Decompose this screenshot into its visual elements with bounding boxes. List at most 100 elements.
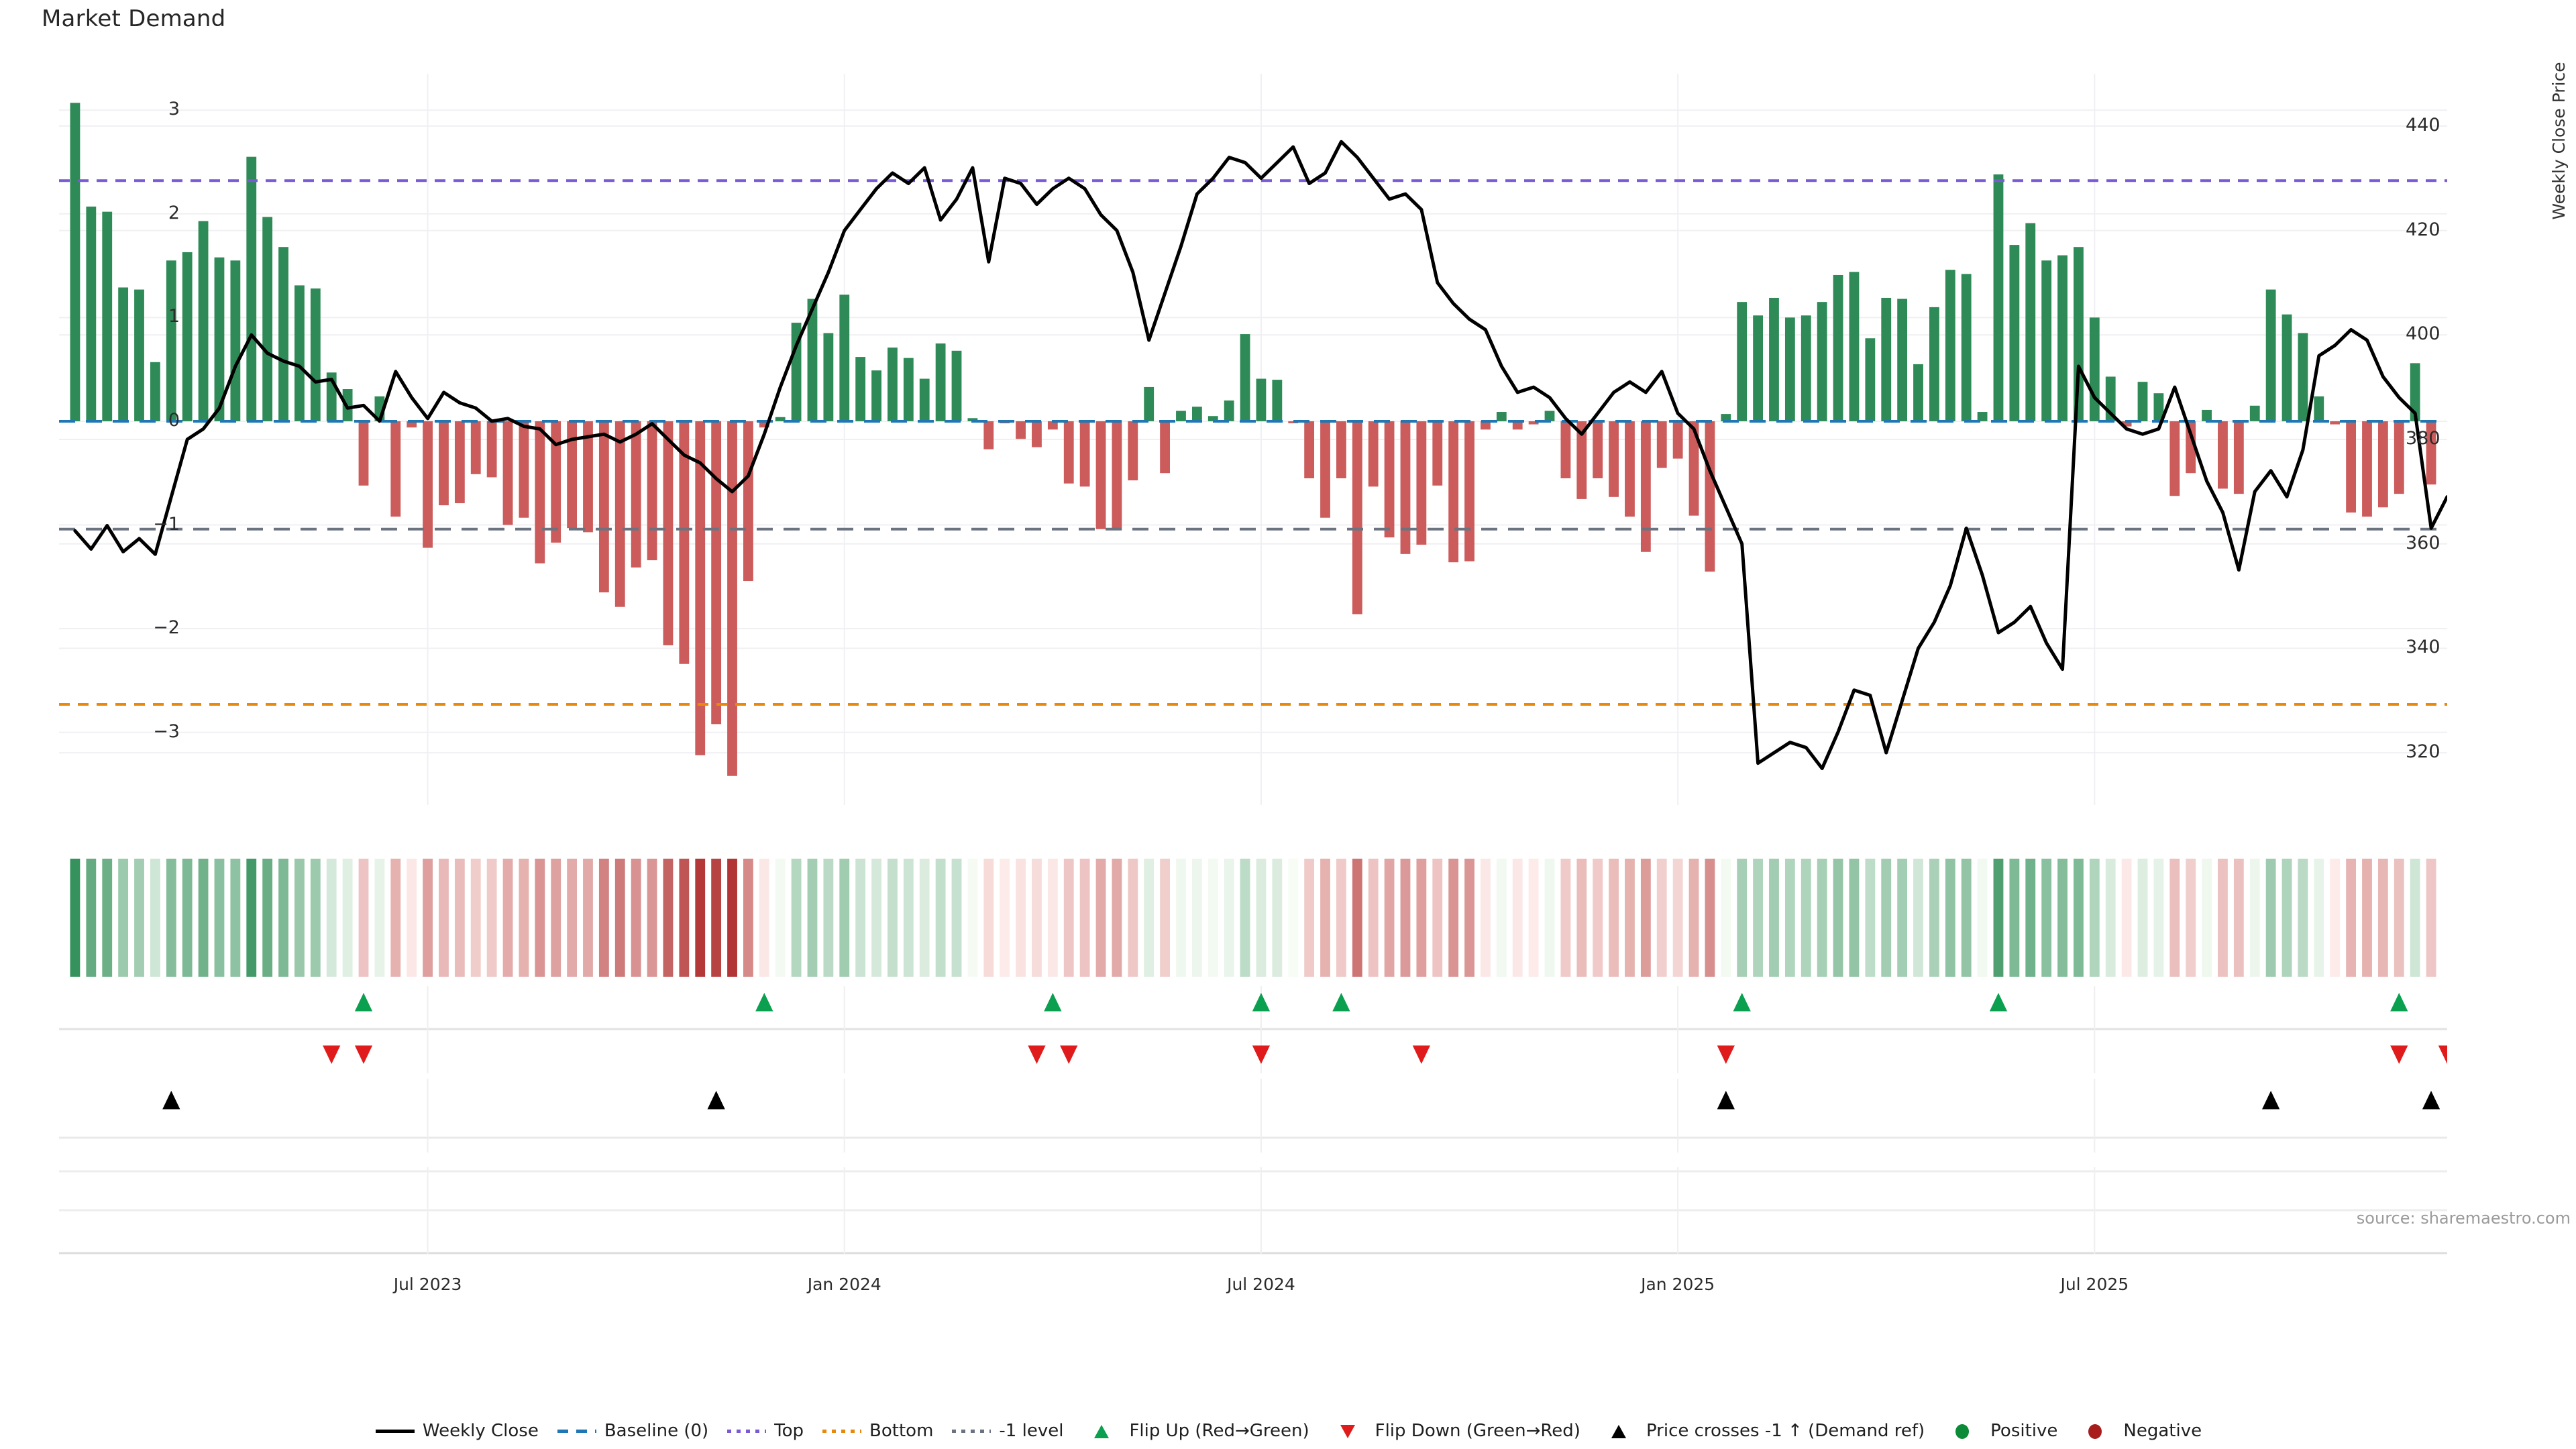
heat-cell: [1961, 859, 1972, 977]
heat-cell: [1224, 859, 1234, 977]
demand-bar: [614, 421, 625, 607]
demand-bar: [1929, 307, 1939, 421]
heat-cell: [2265, 859, 2276, 977]
demand-bar: [1176, 411, 1186, 421]
demand-bar: [711, 421, 722, 724]
heat-cell: [1576, 859, 1587, 977]
heat-cell: [2282, 859, 2292, 977]
legend-item[interactable]: Top: [726, 1422, 804, 1440]
demand-bar: [134, 289, 144, 421]
heat-cell: [1432, 859, 1443, 977]
demand-bar: [310, 288, 321, 421]
demand-bar: [598, 421, 609, 593]
heat-cell: [486, 859, 497, 977]
demand-bar: [294, 285, 305, 421]
demand-bar: [2041, 260, 2052, 421]
legend-item[interactable]: Positive: [1942, 1422, 2057, 1440]
heat-cell: [1721, 859, 1731, 977]
legend-item[interactable]: Flip Up (Red→Green): [1081, 1422, 1309, 1440]
heat-cell: [903, 859, 914, 977]
demand-bar: [2233, 421, 2244, 494]
demand-bar: [182, 252, 193, 421]
heat-cell: [1176, 859, 1186, 977]
heat-cell: [2394, 859, 2404, 977]
demand-bar: [967, 418, 978, 421]
demand-bar: [1032, 421, 1042, 447]
heat-cell: [198, 859, 209, 977]
demand-bar: [1640, 421, 1651, 552]
demand-bar: [583, 421, 593, 533]
demand-bar: [2394, 421, 2404, 494]
demand-bar: [502, 421, 513, 525]
x-tick: Jul 2024: [1227, 1275, 1295, 1294]
demand-bar: [2009, 245, 2020, 421]
legend-triangle-up-icon: [1081, 1422, 1122, 1440]
demand-bar: [775, 417, 786, 421]
demand-bar: [1512, 421, 1523, 430]
heat-cell: [2233, 859, 2244, 977]
demand-bar: [1528, 421, 1539, 425]
demand-bar: [2330, 421, 2341, 425]
heat-cell: [919, 859, 930, 977]
heat-cell: [535, 859, 545, 977]
legend-item-label: Top: [774, 1421, 804, 1441]
legend-item-label: Weekly Close: [422, 1421, 539, 1441]
x-tick: Jan 2024: [807, 1275, 881, 1294]
legend-item[interactable]: Bottom: [821, 1422, 933, 1440]
heat-cell: [711, 859, 722, 977]
demand-bar: [470, 421, 481, 474]
heat-cell: [1609, 859, 1619, 977]
heat-cell: [1913, 859, 1923, 977]
demand-bar: [2377, 421, 2388, 508]
demand-price-plot: [59, 74, 2447, 805]
demand-bar: [102, 211, 113, 421]
demand-bar: [2362, 421, 2372, 517]
legend-dot-icon: [2075, 1422, 2116, 1440]
heat-cell: [1112, 859, 1122, 977]
heat-cell: [2121, 859, 2132, 977]
heat-cell: [2426, 859, 2436, 977]
demand-bar: [759, 421, 769, 428]
heat-cell: [262, 859, 273, 977]
legend-item[interactable]: Price crosses -1 ↑ (Demand ref): [1598, 1422, 1925, 1440]
page-title: Market Demand: [42, 5, 226, 32]
heat-cell: [1320, 859, 1330, 977]
legend-item[interactable]: Weekly Close: [374, 1422, 539, 1440]
heat-cell: [983, 859, 994, 977]
demand-bar: [486, 421, 497, 478]
heat-cell: [2298, 859, 2308, 977]
heat-cell: [2186, 859, 2196, 977]
demand-bar: [1464, 421, 1474, 561]
legend-dotted-line-icon: [821, 1422, 863, 1440]
heat-cell: [2105, 859, 2116, 977]
demand-bar: [807, 299, 818, 421]
legend-item[interactable]: Flip Down (Green→Red): [1327, 1422, 1580, 1440]
demand-bar: [150, 362, 160, 421]
legend-dot-icon: [1942, 1422, 1984, 1440]
legend-item-label: Flip Down (Green→Red): [1375, 1421, 1580, 1441]
demand-bar: [839, 294, 850, 421]
demand-bar: [439, 421, 449, 506]
heat-cell: [2377, 859, 2388, 977]
legend-item[interactable]: -1 level: [951, 1422, 1063, 1440]
heat-cell: [1688, 859, 1699, 977]
legend-item[interactable]: Baseline (0): [556, 1422, 708, 1440]
legend-item[interactable]: Negative: [2075, 1422, 2202, 1440]
demand-bar: [86, 206, 97, 421]
heat-cell: [1288, 859, 1299, 977]
demand-bar: [919, 378, 930, 421]
demand-bar: [1576, 421, 1587, 499]
demand-bar: [407, 421, 417, 428]
main-chart-panel: [59, 74, 2447, 805]
legend-item-label: Negative: [2123, 1421, 2202, 1441]
price-cross-marker: [2422, 1091, 2440, 1110]
x-tick: Jul 2025: [2060, 1275, 2129, 1294]
heat-cell: [278, 859, 288, 977]
heat-cell: [423, 859, 433, 977]
demand-bar: [2282, 314, 2292, 421]
demand-bar: [278, 247, 288, 421]
demand-bar: [951, 350, 962, 421]
heat-cell: [1208, 859, 1218, 977]
demand-bar: [214, 257, 225, 421]
demand-bar: [1913, 364, 1923, 421]
